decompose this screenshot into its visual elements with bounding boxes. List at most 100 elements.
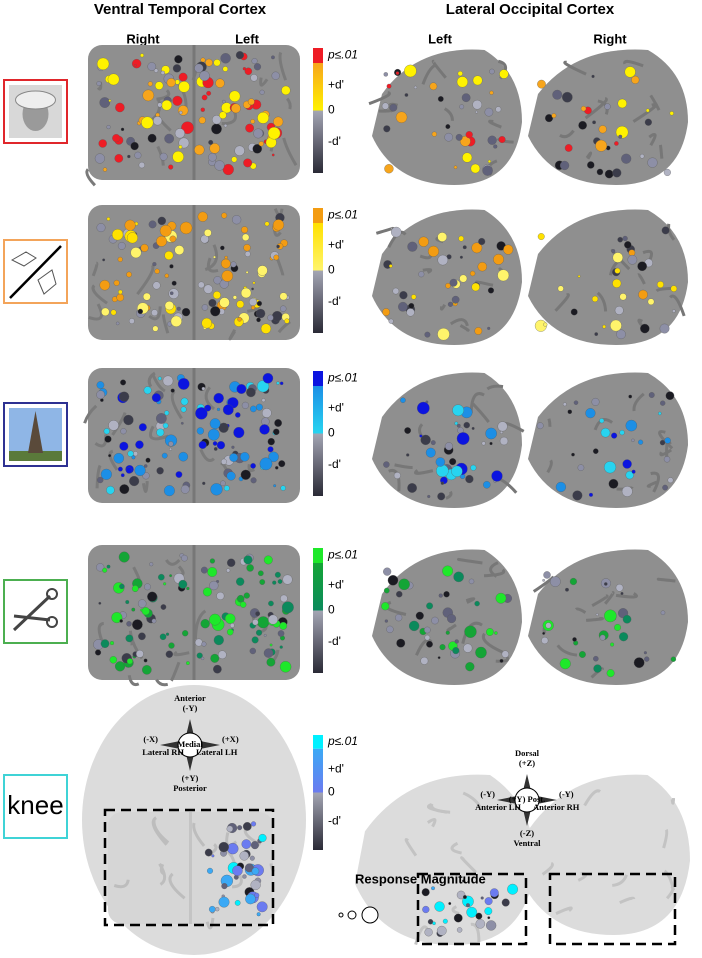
electrode	[213, 664, 222, 674]
electrode	[276, 244, 280, 249]
electrode	[220, 480, 226, 487]
electrode	[662, 484, 668, 491]
electrode	[396, 591, 403, 598]
electrode	[201, 386, 206, 391]
electrode	[404, 427, 412, 434]
electrode	[106, 564, 111, 569]
electrode	[178, 145, 183, 149]
electrode	[468, 578, 475, 585]
electrode	[221, 883, 228, 890]
electrode	[128, 318, 135, 324]
electrode	[245, 123, 254, 133]
electrode	[269, 643, 273, 647]
sulcus	[95, 464, 102, 489]
electrode	[147, 591, 158, 602]
electrode	[209, 418, 221, 429]
electrode	[207, 567, 218, 577]
electrode	[268, 614, 278, 625]
electrode	[408, 302, 415, 309]
electrode	[175, 471, 183, 478]
compass-center	[177, 732, 203, 758]
electrode	[209, 613, 221, 626]
electrode	[384, 164, 394, 174]
electrode	[618, 134, 623, 139]
electrode	[241, 401, 249, 409]
electrode	[249, 647, 257, 655]
electrode	[147, 133, 157, 143]
column-label: Left	[428, 31, 453, 46]
electrode	[216, 407, 221, 412]
electrode	[453, 913, 463, 923]
sulcus	[623, 59, 644, 68]
colorbar-positive	[313, 386, 323, 434]
electrode	[591, 295, 599, 303]
electrode	[99, 279, 110, 291]
electrode	[604, 103, 611, 110]
electrode	[119, 484, 130, 495]
brain-surface	[528, 372, 688, 508]
electrode	[127, 154, 131, 159]
electrode	[254, 892, 260, 898]
compass-label: Anterior	[174, 693, 206, 703]
sulcus	[394, 463, 413, 470]
column-label: Right	[126, 31, 160, 46]
roi-box	[548, 872, 677, 946]
electrode	[242, 822, 252, 831]
electrode	[282, 574, 293, 585]
sulcus	[486, 384, 504, 391]
electrode	[545, 622, 552, 629]
electrode	[229, 453, 239, 462]
electrode	[102, 167, 108, 172]
sulcus	[669, 294, 686, 317]
electrode	[198, 116, 206, 124]
electrode	[126, 232, 138, 244]
electrode	[143, 464, 148, 468]
electrode	[231, 103, 241, 114]
electrode	[280, 594, 288, 603]
electrode	[456, 432, 470, 445]
electrode	[257, 265, 268, 276]
electrode	[407, 241, 418, 252]
electrode	[152, 262, 157, 267]
electrode	[218, 896, 230, 908]
electrode	[243, 592, 250, 599]
electrode	[454, 421, 459, 426]
compass-label: (+Z)	[519, 758, 535, 768]
electrode	[455, 133, 463, 141]
electrode	[163, 485, 175, 497]
electrode	[430, 440, 436, 446]
electrode	[477, 262, 487, 272]
compass-label: Posterior	[173, 783, 207, 793]
roi-box	[103, 808, 275, 927]
electrode	[447, 301, 454, 307]
electrode	[427, 919, 434, 925]
electrode	[427, 245, 439, 257]
electrode	[115, 102, 125, 113]
colorbar-label: p≤.01	[327, 208, 358, 222]
electrode	[660, 610, 666, 615]
electrode	[178, 110, 183, 115]
column-label: Right	[593, 31, 627, 46]
electrode	[241, 226, 248, 234]
sulcus	[475, 280, 494, 287]
electrode	[126, 658, 133, 665]
electrode	[207, 867, 213, 874]
electrode	[106, 485, 115, 495]
sulcus	[499, 478, 518, 494]
electrode	[571, 452, 575, 457]
electrode	[119, 583, 125, 590]
electrode	[593, 664, 602, 673]
electrode	[610, 319, 622, 332]
electrode	[670, 656, 677, 662]
electrode	[569, 577, 577, 586]
electrode	[261, 398, 266, 403]
electrode	[454, 639, 459, 644]
electrode	[246, 564, 254, 572]
electrode	[667, 477, 674, 484]
sulcus	[559, 129, 575, 139]
electrode	[151, 618, 157, 624]
colorbar-label: +d'	[328, 78, 344, 92]
compass-label: (+Y) Post.	[509, 794, 545, 804]
electrode	[625, 419, 638, 432]
colorbar-label: +d'	[328, 762, 344, 776]
